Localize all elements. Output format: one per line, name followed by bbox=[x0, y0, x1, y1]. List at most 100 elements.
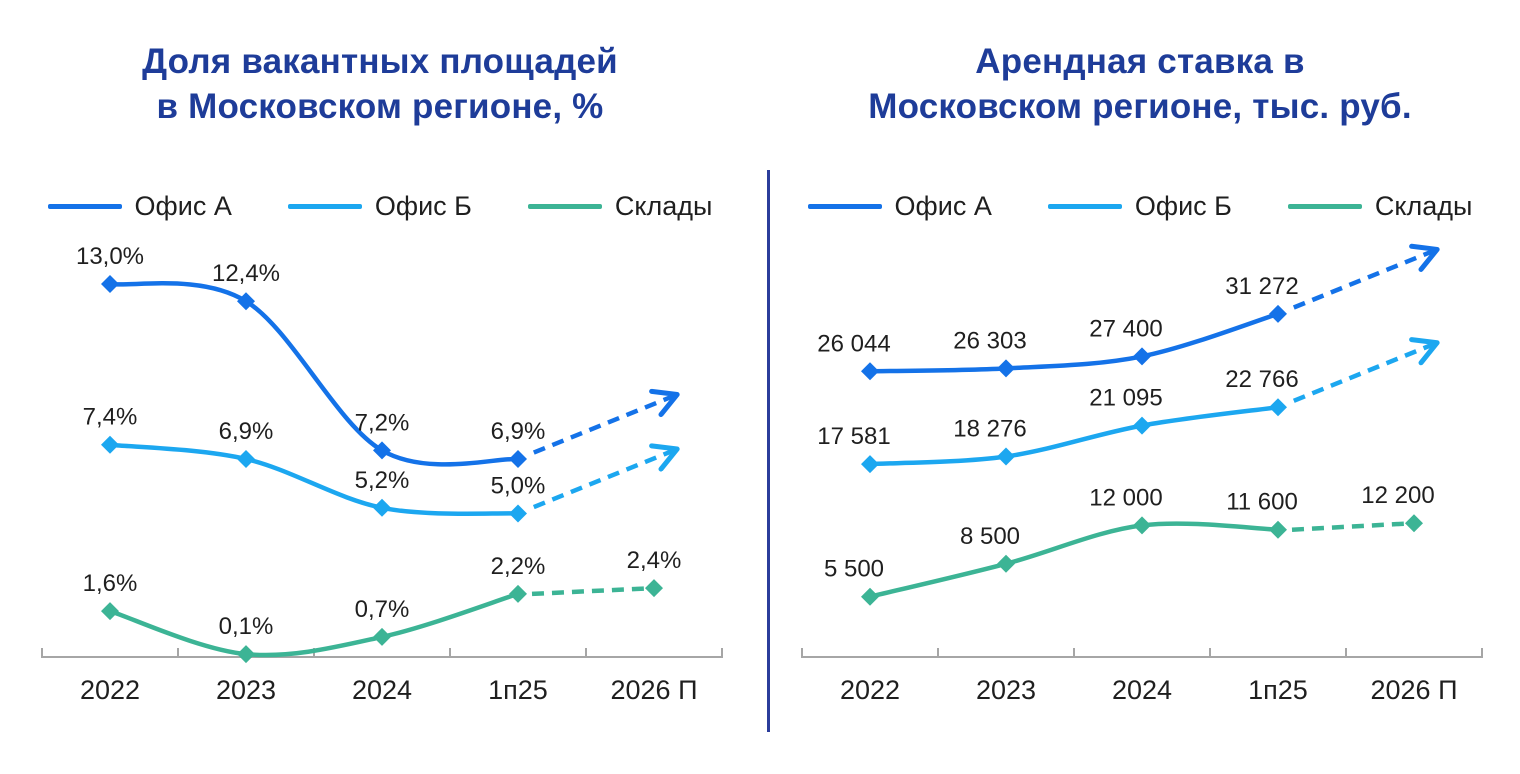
warehouses-marker bbox=[509, 584, 527, 603]
x-axis-label: 1п25 bbox=[1248, 675, 1308, 705]
legend-label: Склады bbox=[1374, 191, 1473, 222]
warehouses-forecast-dashed-line bbox=[531, 585, 655, 596]
office-b-value-label: 7,4% bbox=[83, 403, 138, 430]
warehouses-marker bbox=[861, 587, 879, 606]
x-axis-label: 2023 bbox=[216, 675, 276, 705]
office-a-value-label: 26 044 bbox=[817, 330, 890, 357]
office-b-marker bbox=[1133, 416, 1151, 435]
office-a-marker bbox=[101, 274, 119, 293]
vacancy-chart-panel: Доля вакантных площадей в Московском рег… bbox=[0, 0, 760, 734]
office-a-legend-line-icon bbox=[47, 204, 122, 209]
office-a-line bbox=[107, 280, 521, 467]
office-a-marker bbox=[861, 361, 879, 380]
office-a-value-label: 13,0% bbox=[76, 243, 144, 270]
office-b-value-label: 5,0% bbox=[491, 472, 546, 499]
office-a-value-label: 31 272 bbox=[1225, 272, 1298, 299]
office-b-value-label: 5,2% bbox=[355, 466, 410, 493]
warehouses-value-label: 2,2% bbox=[491, 552, 546, 579]
x-axis-label: 1п25 bbox=[488, 675, 548, 705]
legend-label: Офис Б bbox=[374, 191, 472, 222]
legend-item-warehouses: Склады bbox=[527, 191, 713, 222]
office-a-line bbox=[867, 311, 1281, 374]
legend-item-office-b: Офис Б bbox=[1047, 191, 1232, 222]
office-b-forecast-arrow bbox=[532, 442, 680, 509]
x-axis-label: 2026 П bbox=[1371, 675, 1458, 705]
warehouses-marker bbox=[1133, 515, 1151, 534]
warehouses-value-label: 0,7% bbox=[355, 595, 410, 622]
office-a-marker bbox=[1133, 346, 1151, 365]
office-a-marker bbox=[1269, 304, 1287, 323]
office-a-legend-line-icon bbox=[807, 204, 882, 209]
vacancy-chart-legend: Офис А Офис Б Склады bbox=[0, 190, 760, 224]
legend-item-office-a: Офис А bbox=[47, 191, 232, 222]
office-a-value-label: 26 303 bbox=[953, 327, 1026, 354]
panel-divider bbox=[767, 170, 770, 732]
warehouses-marker bbox=[997, 554, 1015, 573]
rent-chart-svg: 2022 2023 2024 1п25 2026 П 26 044 26 303 27 400… bbox=[801, 243, 1483, 705]
office-b-marker bbox=[997, 447, 1015, 466]
warehouses-value-label: 12 200 bbox=[1361, 482, 1434, 509]
warehouses-value-label: 2,4% bbox=[627, 547, 682, 574]
warehouses-value-label: 5 500 bbox=[824, 555, 884, 582]
warehouses-value-label: 11 600 bbox=[1226, 488, 1298, 515]
office-b-marker bbox=[861, 454, 879, 473]
warehouses-marker bbox=[373, 627, 391, 646]
warehouses-value-label: 12 000 bbox=[1089, 484, 1162, 511]
warehouses-marker bbox=[645, 578, 663, 597]
legend-label: Офис А bbox=[134, 191, 232, 222]
office-a-forecast-arrow bbox=[532, 388, 680, 455]
warehouses-line bbox=[107, 591, 521, 657]
warehouses-marker bbox=[101, 601, 119, 620]
office-a-marker bbox=[509, 449, 527, 468]
warehouses-forecast-dashed-line bbox=[1291, 520, 1415, 532]
office-a-value-label: 12,4% bbox=[212, 260, 280, 287]
office-b-legend-line-icon bbox=[287, 204, 362, 209]
office-b-legend-line-icon bbox=[1047, 204, 1122, 209]
warehouses-legend-line-icon bbox=[527, 204, 602, 209]
x-axis-label: 2022 bbox=[840, 675, 900, 705]
legend-label: Офис А bbox=[894, 191, 992, 222]
office-b-marker bbox=[509, 504, 527, 523]
office-a-value-label: 6,9% bbox=[491, 418, 546, 445]
legend-item-office-b: Офис Б bbox=[287, 191, 472, 222]
legend-label: Офис Б bbox=[1134, 191, 1232, 222]
legend-item-office-a: Офис А bbox=[807, 191, 992, 222]
x-axis-label: 2022 bbox=[80, 675, 140, 705]
office-a-value-label: 7,2% bbox=[355, 409, 410, 436]
office-a-forecast-arrow bbox=[1292, 243, 1440, 310]
warehouses-marker bbox=[1269, 520, 1287, 539]
x-axis-label: 2024 bbox=[352, 675, 412, 705]
warehouses-value-label: 1,6% bbox=[83, 570, 138, 597]
office-a-marker bbox=[237, 291, 255, 310]
rent-chart-legend: Офис А Офис Б Склады bbox=[760, 190, 1520, 224]
office-b-marker bbox=[1269, 397, 1287, 416]
warehouses-marker bbox=[237, 644, 255, 663]
warehouses-value-label: 8 500 bbox=[960, 522, 1020, 549]
x-axis-label: 2024 bbox=[1112, 675, 1172, 705]
x-axis-label: 2023 bbox=[976, 675, 1036, 705]
office-b-line bbox=[867, 404, 1281, 466]
rent-chart-title: Арендная ставка в Московском регионе, ты… bbox=[868, 42, 1412, 126]
warehouses-marker bbox=[1405, 513, 1423, 532]
office-b-value-label: 6,9% bbox=[219, 418, 274, 445]
warehouses-value-label: 0,1% bbox=[219, 613, 274, 640]
office-a-marker bbox=[373, 440, 391, 459]
vacancy-chart-svg: 2022 2023 2024 1п25 2026 П 13,0% 12,4% 7,2% 6,9%… bbox=[41, 243, 723, 705]
office-b-value-label: 18 276 bbox=[953, 415, 1026, 442]
office-b-forecast-arrow bbox=[1292, 336, 1440, 403]
vacancy-chart-title: Доля вакантных площадей в Московском рег… bbox=[142, 42, 618, 126]
office-b-line bbox=[107, 442, 521, 516]
office-b-marker bbox=[237, 449, 255, 468]
office-a-value-label: 27 400 bbox=[1089, 315, 1162, 342]
legend-label: Склады bbox=[614, 191, 713, 222]
office-b-value-label: 22 766 bbox=[1225, 366, 1298, 393]
rent-chart-panel: Арендная ставка в Московском регионе, ты… bbox=[760, 0, 1520, 734]
warehouses-line bbox=[867, 520, 1281, 599]
office-b-marker bbox=[101, 435, 119, 454]
legend-item-warehouses: Склады bbox=[1287, 191, 1473, 222]
office-b-value-label: 17 581 bbox=[817, 423, 890, 450]
x-axis-label: 2026 П bbox=[611, 675, 698, 705]
warehouses-legend-line-icon bbox=[1287, 204, 1362, 209]
office-b-marker bbox=[373, 498, 391, 517]
